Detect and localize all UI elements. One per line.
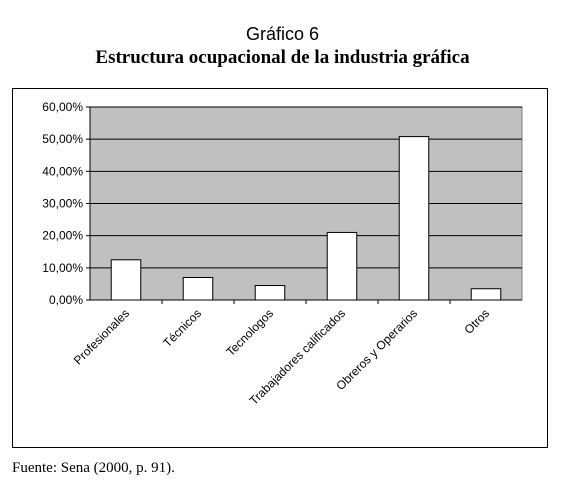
y-tick-label: 10,00% — [42, 261, 83, 275]
y-tick-label: 0,00% — [49, 293, 83, 307]
x-tick-label: Obreros y Operarios — [333, 306, 420, 393]
x-axis: Profesionales Técnicos TecnologosTrabajado… — [71, 299, 522, 408]
chart-area: 0,00% 10,00% 20,00% 30,00% 40,00% 50,00% 60,00… — [12, 88, 548, 448]
bar-1 — [182, 276, 214, 301]
x-tick-label: Profesionales — [71, 306, 132, 367]
grid-lines — [90, 106, 522, 269]
y-tick-label: 60,00% — [42, 100, 83, 114]
x-tick-label: Otros — [461, 306, 492, 337]
source-note: Fuente: Sena (2000, p. 91). — [12, 460, 175, 476]
figure-label: Gráfico 6 — [245, 24, 320, 44]
chart-title: Estructura ocupacional de la industria g… — [95, 47, 470, 68]
bar-0 — [110, 259, 142, 301]
bar-5 — [470, 288, 502, 301]
x-tick-label: Tecnologos — [223, 306, 276, 359]
y-axis: 0,00% 10,00% 20,00% 30,00% 40,00% 50,00% 60,00… — [42, 100, 91, 307]
y-tick-label: 20,00% — [42, 229, 83, 243]
y-tick-label: 30,00% — [42, 197, 83, 211]
x-tick-label: Técnicos — [160, 306, 204, 350]
bar-4 — [398, 136, 430, 301]
bar-3 — [326, 231, 358, 301]
bar-2 — [254, 285, 286, 301]
bar-chart: 0,00% 10,00% 20,00% 30,00% 40,00% 50,00% 60,00… — [42, 100, 523, 408]
y-tick-label: 50,00% — [42, 132, 83, 146]
y-tick-label: 40,00% — [42, 164, 83, 178]
bars — [110, 136, 502, 301]
